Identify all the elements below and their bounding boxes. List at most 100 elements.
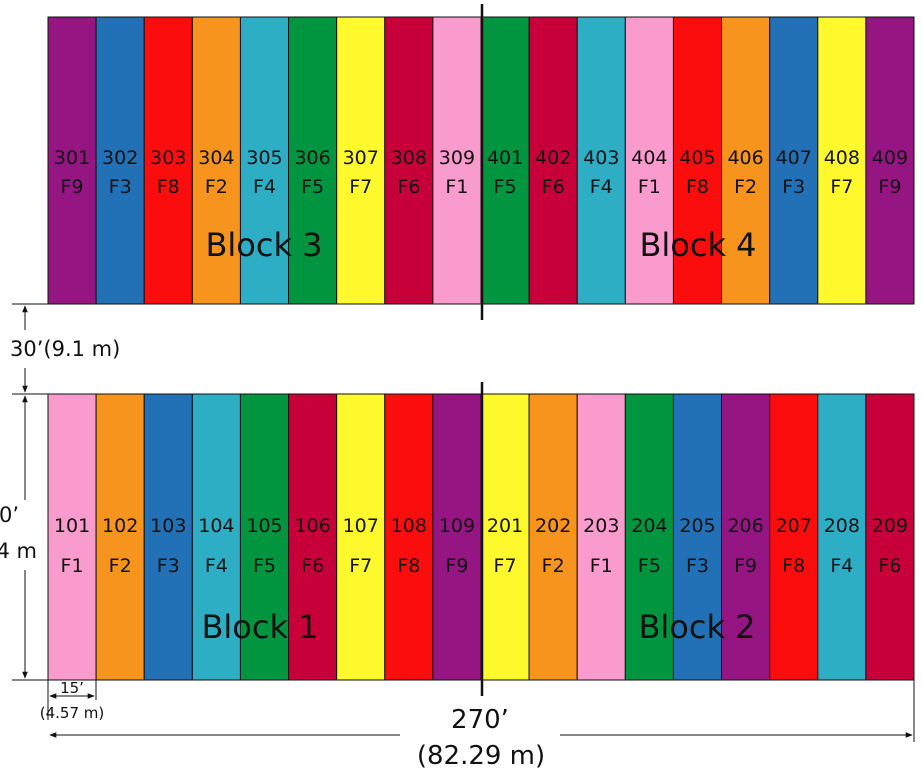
plot-number: 101 (54, 515, 90, 537)
plot-treatment: F9 (878, 176, 901, 198)
plot-102: 102 F2 (95, 393, 145, 681)
plot-number: 201 (487, 515, 523, 537)
plot-103: 103 F3 (143, 393, 193, 681)
plot-cell (721, 16, 771, 305)
plot-number: 302 (102, 147, 138, 169)
plot-cell (576, 393, 626, 681)
plot-number: 203 (583, 515, 619, 537)
gap-dimension-label: 30’(9.1 m) (10, 337, 120, 361)
plot-cell (384, 16, 434, 305)
plot-width-ft-label: 15’ (60, 679, 84, 697)
plot-209: 209 F6 (865, 393, 915, 681)
plot-cell (865, 16, 915, 305)
plot-treatment: F5 (494, 176, 517, 198)
plot-cell (480, 16, 530, 305)
plot-treatment: F6 (301, 555, 324, 577)
plot-treatment: F7 (494, 555, 517, 577)
total-width-m-label: (82.29 m) (417, 741, 545, 771)
plot-number: 307 (343, 147, 379, 169)
plot-number: 102 (102, 515, 138, 537)
plot-treatment: F3 (782, 176, 805, 198)
plot-number: 209 (872, 515, 908, 537)
plot-cell (47, 393, 97, 681)
plot-treatment: F1 (590, 555, 613, 577)
plot-cell (576, 16, 626, 305)
plot-cell (239, 393, 290, 681)
plot-201: 201 F7 (480, 393, 530, 681)
plot-cell (432, 16, 482, 305)
plot-108: 108 F8 (384, 393, 434, 681)
row-length-m-label: 4 m (0, 539, 37, 563)
plot-treatment: F4 (590, 176, 613, 198)
plot-204: 204 F5 (624, 393, 674, 681)
plot-treatment: F2 (109, 555, 132, 577)
plot-208: 208 F4 (817, 393, 867, 681)
plot-207: 207 F8 (769, 393, 819, 681)
plot-treatment: F8 (157, 176, 180, 198)
plot-202: 202 F2 (528, 393, 578, 681)
plot-cell (336, 393, 386, 681)
plot-treatment: F1 (61, 555, 84, 577)
plot-cell (480, 393, 530, 681)
plot-treatment: F6 (542, 176, 565, 198)
plot-number: 106 (294, 515, 330, 537)
plot-number: 407 (776, 147, 812, 169)
plot-number: 402 (535, 147, 571, 169)
plot-number: 103 (150, 515, 186, 537)
total-width-ft-label: 270’ (451, 705, 509, 735)
plot-number: 202 (535, 515, 571, 537)
plot-treatment: F9 (61, 176, 84, 198)
plot-number: 108 (391, 515, 427, 537)
plot-cell (817, 393, 867, 681)
plot-cell (721, 393, 771, 681)
plot-cell (865, 393, 915, 681)
plot-cell (191, 16, 241, 305)
plot-treatment: F6 (397, 176, 420, 198)
plot-number: 204 (631, 515, 667, 537)
plot-number: 301 (54, 147, 90, 169)
plot-number: 206 (727, 515, 763, 537)
plot-treatment: F7 (349, 176, 372, 198)
plot-cell (47, 16, 97, 305)
plot-105: 105 F5 (239, 393, 290, 681)
plot-cell (95, 393, 145, 681)
plot-104: 104 F4 (191, 393, 241, 681)
plot-cell (143, 16, 193, 305)
plot-cell (817, 16, 867, 305)
plot-treatment: F2 (205, 176, 228, 198)
plot-205: 205 F3 (672, 393, 723, 681)
plot-101: 101 F1 (47, 393, 97, 681)
plot-treatment: F2 (734, 176, 757, 198)
plot-number: 403 (583, 147, 619, 169)
plot-treatment: F8 (397, 555, 420, 577)
plot-treatment: F8 (782, 555, 805, 577)
plot-width-m-label: (4.57 m) (40, 704, 104, 722)
plot-treatment: F4 (205, 555, 228, 577)
plot-number: 105 (246, 515, 282, 537)
plot-cell (528, 393, 578, 681)
plot-number: 405 (679, 147, 715, 169)
plot-treatment: F9 (445, 555, 468, 577)
plot-cell (769, 393, 819, 681)
plot-number: 305 (246, 147, 282, 169)
plot-number: 404 (631, 147, 667, 169)
plot-treatment: F5 (301, 176, 324, 198)
plot-number: 205 (679, 515, 715, 537)
plot-treatment: F2 (542, 555, 565, 577)
row-length-ft-label: 0’ (0, 503, 19, 527)
plot-cell (624, 393, 674, 681)
plot-number: 107 (343, 515, 379, 537)
